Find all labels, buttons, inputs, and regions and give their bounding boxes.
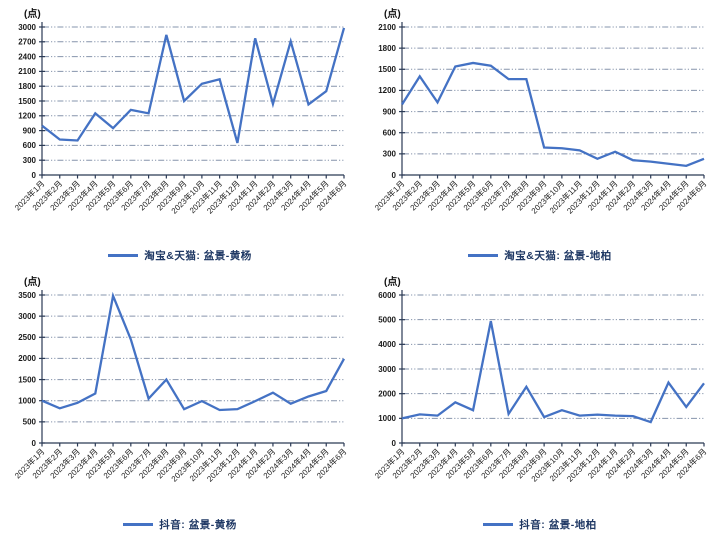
svg-text:900: 900 <box>383 107 397 116</box>
svg-text:3000: 3000 <box>18 23 36 32</box>
legend: 抖音: 盆景-地柏 <box>360 517 720 532</box>
svg-text:500: 500 <box>23 418 37 427</box>
y-axis-unit-label: (点) <box>24 277 41 288</box>
chart-douyin-dibai: (点) 0 1000 2000 3000 4000 5000 6000 2023年1月 2023… <box>360 268 720 537</box>
svg-text:1200: 1200 <box>18 112 36 121</box>
line-chart-canvas-douyin-huangyang: 05001000150020002500300035002023年1月2023年… <box>12 290 348 484</box>
svg-text:600: 600 <box>23 141 37 150</box>
svg-text:1000: 1000 <box>18 397 36 406</box>
legend-line-icon <box>483 523 514 526</box>
svg-text:900: 900 <box>23 126 37 135</box>
svg-text:600: 600 <box>383 129 397 138</box>
svg-text:3000: 3000 <box>18 312 36 321</box>
svg-text:2500: 2500 <box>18 333 36 342</box>
svg-text:1500: 1500 <box>18 375 36 384</box>
svg-text:2700: 2700 <box>18 38 36 47</box>
line-chart-canvas-taobao-huangyang: 0300600900120015001800210024002700300020… <box>12 22 348 216</box>
svg-text:2400: 2400 <box>18 52 36 61</box>
legend-line-icon <box>468 254 499 257</box>
y-axis-unit-label: (点) <box>384 277 401 288</box>
legend: 淘宝&天猫: 盆景-黄杨 <box>0 248 360 263</box>
svg-text:3500: 3500 <box>18 291 36 300</box>
svg-text:6000: 6000 <box>378 291 396 300</box>
legend: 抖音: 盆景-黄杨 <box>0 517 360 532</box>
legend: 淘宝&天猫: 盆景-地柏 <box>360 248 720 263</box>
chart-douyin-huangyang: (点) 0 500 1000 1500 2000 2500 3000 3500 2023年1月 2… <box>0 268 360 537</box>
y-axis-unit-label: (点) <box>384 9 401 20</box>
legend-label: 淘宝&天猫: 盆景-地柏 <box>504 250 612 262</box>
svg-text:0: 0 <box>392 171 397 180</box>
svg-text:2100: 2100 <box>378 23 396 32</box>
svg-text:1500: 1500 <box>378 65 396 74</box>
svg-text:1800: 1800 <box>378 44 396 53</box>
svg-text:4000: 4000 <box>378 340 396 349</box>
svg-text:0: 0 <box>32 439 37 448</box>
svg-text:1000: 1000 <box>378 414 396 423</box>
svg-text:1500: 1500 <box>18 97 36 106</box>
svg-text:2100: 2100 <box>18 67 36 76</box>
chart-taobao-tmall-dibai: (点) 0 300 600 900 1200 1500 1800 2100 2023年1月 202… <box>360 0 720 268</box>
svg-text:300: 300 <box>23 156 37 165</box>
svg-text:3000: 3000 <box>378 365 396 374</box>
line-chart-canvas-douyin-dibai: 01000200030004000500060002023年1月2023年2月2… <box>372 290 708 484</box>
svg-text:1200: 1200 <box>378 86 396 95</box>
svg-text:2000: 2000 <box>18 354 36 363</box>
svg-text:2000: 2000 <box>378 389 396 398</box>
y-axis-unit-label: (点) <box>24 9 41 20</box>
chart-taobao-tmall-huangyang: (点) 0 300 600 900 1200 1500 1800 2100 2400 2700 30… <box>0 0 360 268</box>
legend-line-icon <box>123 523 154 526</box>
svg-text:300: 300 <box>383 150 397 159</box>
svg-text:5000: 5000 <box>378 315 396 324</box>
line-chart-canvas-taobao-dibai: 030060090012001500180021002023年1月2023年2月… <box>372 22 708 216</box>
svg-text:1800: 1800 <box>18 82 36 91</box>
svg-text:0: 0 <box>392 439 397 448</box>
legend-label: 淘宝&天猫: 盆景-黄杨 <box>144 250 252 262</box>
legend-label: 抖音: 盆景-黄杨 <box>159 519 237 531</box>
legend-line-icon <box>108 254 139 257</box>
svg-text:0: 0 <box>32 171 37 180</box>
legend-label: 抖音: 盆景-地柏 <box>519 519 597 531</box>
